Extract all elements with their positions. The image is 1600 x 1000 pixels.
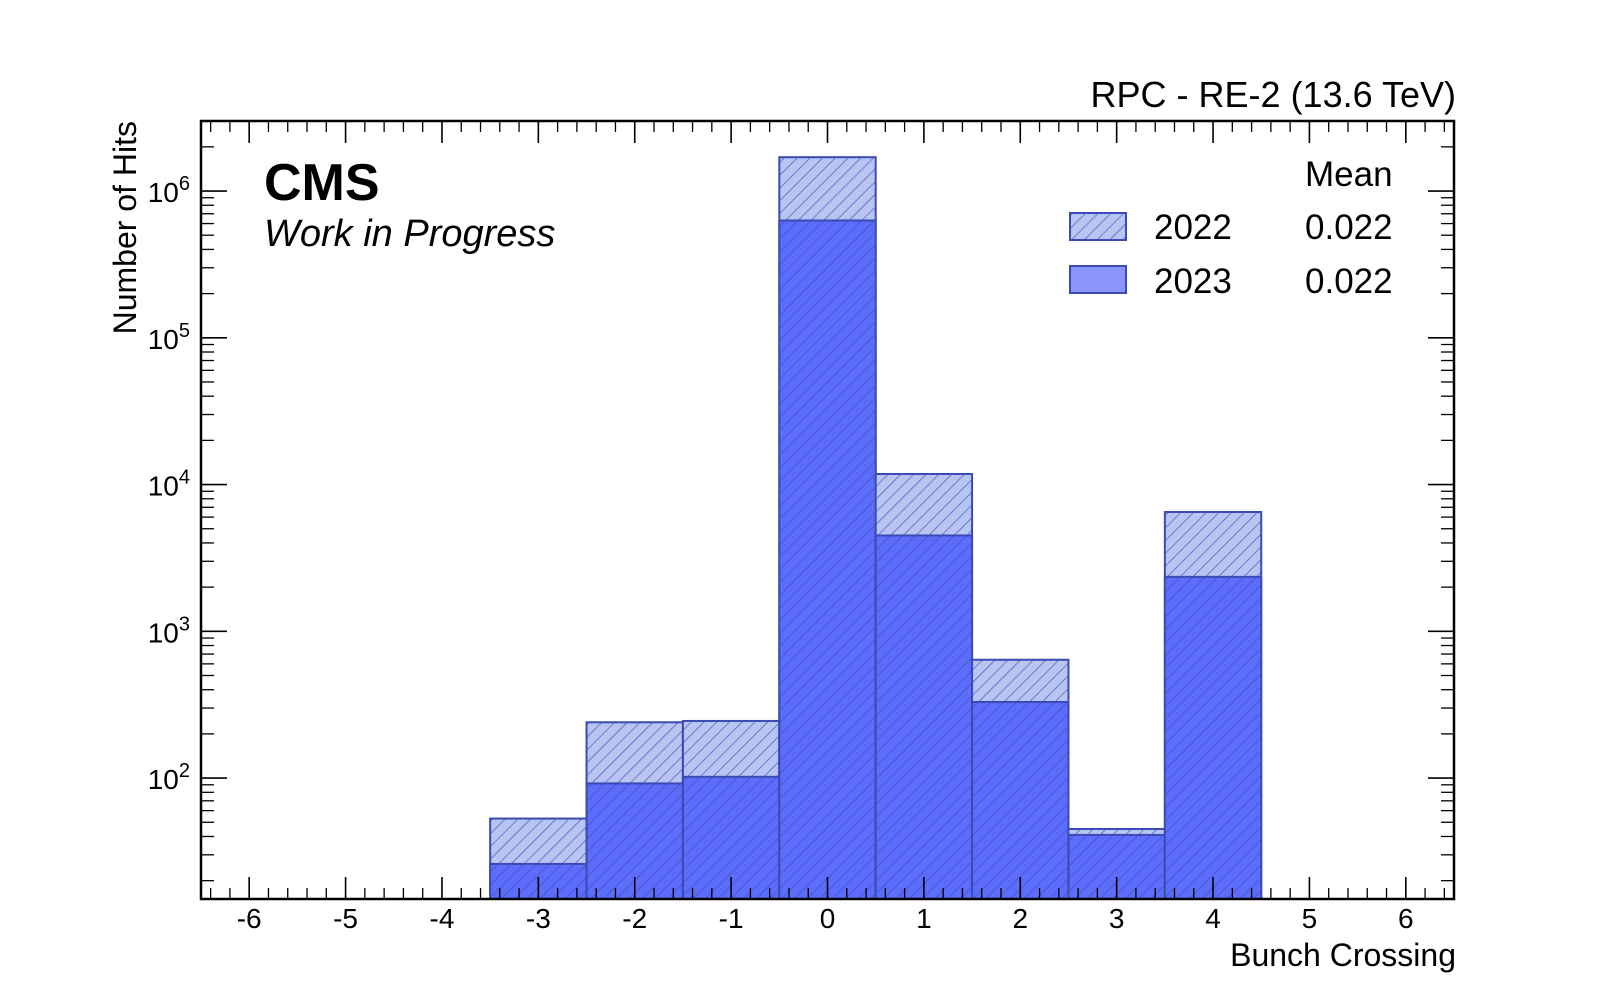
experiment-label: CMS <box>264 154 380 212</box>
x-tick-label: 1 <box>916 903 932 934</box>
x-tick-label: -3 <box>526 903 551 934</box>
bar-hatch <box>586 722 683 899</box>
plot-frame <box>199 119 1456 901</box>
y-tick-label: 106 <box>148 173 190 208</box>
bar-hatch <box>1164 512 1262 899</box>
x-tick-label: -5 <box>333 903 358 934</box>
x-tick-label: -4 <box>430 903 455 934</box>
bar-hatch <box>682 720 780 899</box>
y-tick-label: 102 <box>148 760 190 795</box>
x-tick-label: -2 <box>622 903 647 934</box>
x-tick-label: 3 <box>1109 903 1125 934</box>
y-axis-title: Number of Hits <box>107 121 143 334</box>
ticks-layer: -6 -5 -4 -3 -2 -1 0 1 2 3 4 5 6 102 103 104 105 106 <box>148 120 1454 934</box>
y-tick-label: 105 <box>148 320 190 355</box>
y-tick-label: 103 <box>148 613 190 648</box>
legend-label-2022: 2022 <box>1154 208 1232 247</box>
x-tick-label: 0 <box>820 903 836 934</box>
x-tick-label: 6 <box>1398 903 1414 934</box>
bar-hatch <box>779 157 876 899</box>
legend: Mean 2022 0.022 2023 0.022 <box>1069 155 1393 301</box>
x-tick-label: 2 <box>1012 903 1028 934</box>
bar-hatch <box>972 659 1069 899</box>
x-tick-label: 5 <box>1302 903 1318 934</box>
x-tick-label: 4 <box>1205 903 1221 934</box>
bar-hatch <box>875 474 973 899</box>
legend-mean-2022: 0.022 <box>1305 208 1393 247</box>
status-label: Work in Progress <box>264 213 555 255</box>
x-tick-label: -6 <box>237 903 262 934</box>
legend-header: Mean <box>1305 155 1393 194</box>
x-tick-label: -1 <box>719 903 744 934</box>
y-tick-label: 104 <box>148 467 190 502</box>
legend-swatch-2022-hatch <box>1070 213 1126 240</box>
legend-swatch-2023 <box>1069 265 1127 294</box>
bars-layer <box>489 156 1263 899</box>
legend-mean-2023: 0.022 <box>1305 262 1393 301</box>
legend-label-2023: 2023 <box>1154 262 1232 301</box>
plot-title: RPC - RE-2 (13.6 TeV) <box>1091 74 1456 115</box>
x-axis-title: Bunch Crossing <box>1230 937 1456 973</box>
